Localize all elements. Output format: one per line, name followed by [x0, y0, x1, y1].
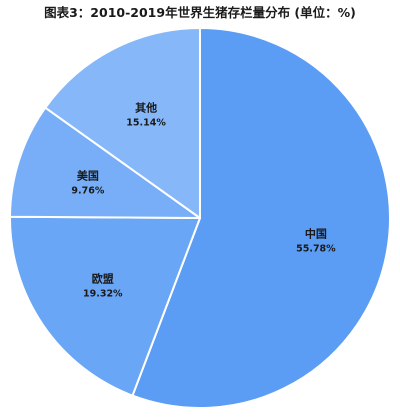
slice-category-label: 美国 [77, 169, 99, 183]
slice-category-label: 欧盟 [92, 272, 114, 286]
slice-category-label: 中国 [305, 226, 327, 240]
slice-value-label: 55.78% [296, 243, 336, 254]
pie-slice [9, 106, 201, 219]
slice-value-label: 19.32% [83, 289, 123, 300]
chart-title: 图表3：2010-2019年世界生猪存栏量分布 (单位：%) [44, 5, 356, 20]
pie-slice [44, 27, 201, 219]
slice-value-label: 15.14% [126, 117, 166, 128]
slice-value-label: 9.76% [71, 186, 104, 197]
slice-category-label: 其他 [135, 100, 157, 114]
pie-slice [8, 215, 201, 397]
pie-slice [131, 27, 391, 409]
